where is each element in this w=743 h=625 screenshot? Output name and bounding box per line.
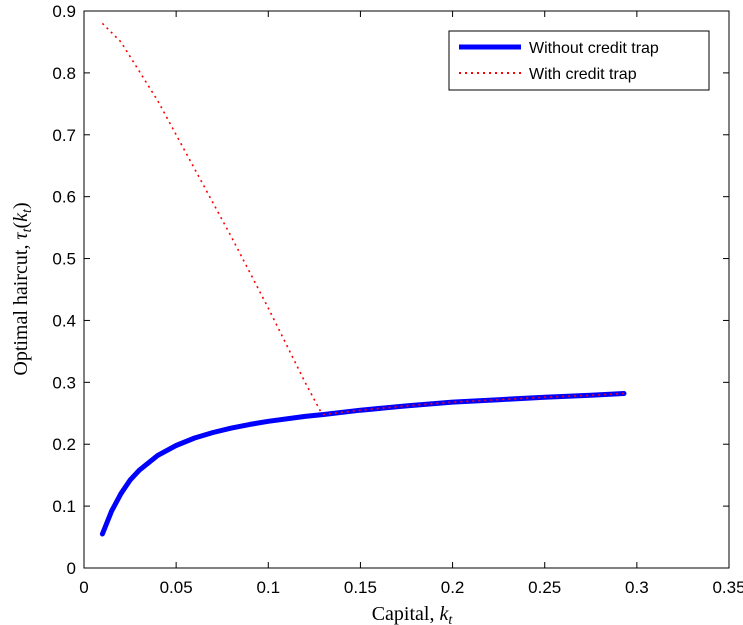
series-line-without-credit-trap [99, 391, 627, 537]
legend-label-with-credit-trap: With credit trap [529, 66, 637, 83]
y-tick-label: 0.6 [52, 188, 76, 207]
y-tick-label: 0.3 [52, 373, 76, 392]
x-tick-label: 0.05 [160, 578, 193, 597]
legend-box [448, 30, 710, 91]
y-tick-label: 0.2 [52, 435, 76, 454]
x-tick-label: 0.3 [625, 578, 649, 597]
y-tick-label: 0.7 [52, 126, 76, 145]
ticks-layer: 0 0.05 0.1 0.15 0.2 0.25 0.3 0.35 0 0.1 0.2 0.3 0.4 0… [52, 2, 743, 597]
x-tick-label: 0.35 [712, 578, 743, 597]
x-tick-label: 0.15 [344, 578, 377, 597]
x-tick-label: 0 [79, 578, 88, 597]
plot-frame [83, 10, 730, 569]
y-tick-label: 0 [67, 559, 76, 578]
x-tick-label: 0.1 [256, 578, 280, 597]
legend: Without credit trap With credit trap [448, 30, 710, 91]
y-tick-label: 0.5 [52, 250, 76, 269]
legend-label-without-credit-trap: Without credit trap [529, 40, 659, 57]
x-axis-title: Capital, kt [372, 603, 454, 625]
x-tick-label: 0.25 [528, 578, 561, 597]
series-line-with-credit-trap [101, 22, 625, 416]
series-layer [99, 22, 627, 537]
y-axis-title: Optimal haircut, τt(kt) [10, 202, 35, 375]
y-tick-label: 0.1 [52, 497, 76, 516]
x-tick-label: 0.2 [441, 578, 465, 597]
y-tick-label: 0.4 [52, 311, 76, 330]
y-tick-label: 0.8 [52, 64, 76, 83]
y-tick-label: 0.9 [52, 2, 76, 21]
